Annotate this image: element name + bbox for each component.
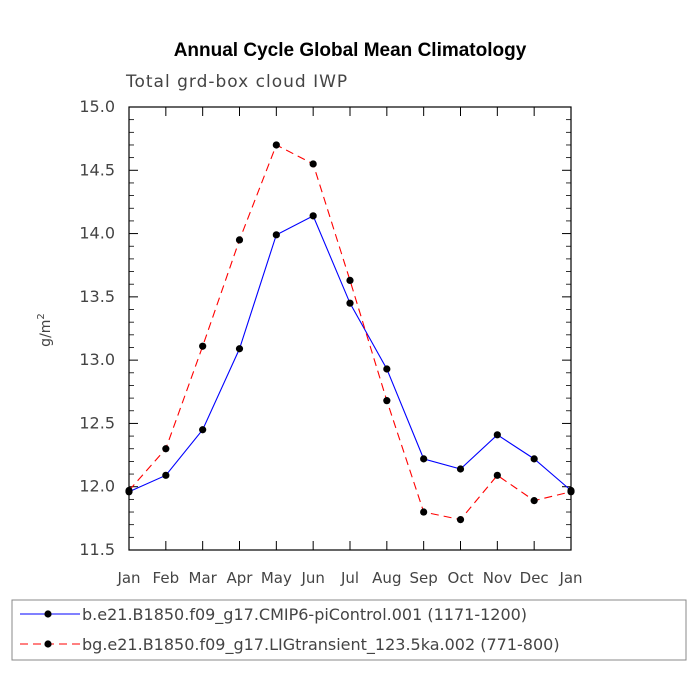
- series-1-point: [420, 455, 428, 463]
- series-2-point: [383, 397, 391, 405]
- legend-label-2: bg.e21.B1850.f09_g17.LIGtransient_123.5k…: [82, 635, 560, 655]
- series-1-point: [456, 465, 465, 473]
- series-2-point: [346, 276, 354, 285]
- x-tick-label: Oct: [448, 569, 474, 587]
- series-1-point: [530, 455, 538, 463]
- legend-frame: [11, 599, 687, 661]
- legend: b.e21.B1850.f09_g17.CMIP6-piControl.001 …: [11, 599, 687, 661]
- plot-axes: Jan Feb Mar Apr May Jun Jul Aug Sep Oct Nov Dec Jan1…: [79, 97, 582, 587]
- series-1-point: [272, 231, 280, 239]
- y-tick-label: 11.5: [79, 540, 115, 559]
- y-axis-label-sup: 2: [36, 313, 47, 319]
- x-tick-label: Jan: [116, 569, 140, 587]
- series-2-point: [309, 160, 317, 168]
- legend-marker-1: [44, 610, 52, 618]
- series-1-point: [199, 426, 207, 434]
- series-2-point: [272, 141, 280, 149]
- x-tick-label: May: [261, 569, 292, 587]
- series-line-1: [128, 215, 572, 493]
- legend-marker-2: [44, 640, 52, 648]
- series-1-point: [309, 212, 317, 220]
- x-tick-label: Jun: [300, 569, 324, 587]
- x-tick-label: Nov: [483, 569, 512, 587]
- series-2-point: [530, 497, 538, 505]
- series-1-point: [162, 471, 170, 479]
- y-tick-label: 14.5: [79, 160, 115, 179]
- y-tick-label: 14.0: [79, 224, 115, 243]
- y-tick-label: 13.0: [79, 350, 115, 369]
- series-2-point: [567, 488, 575, 496]
- series-1-point: [235, 345, 244, 353]
- x-tick-label: Aug: [372, 569, 401, 587]
- y-tick-label: 13.5: [79, 287, 115, 306]
- series-2-point: [199, 342, 207, 350]
- x-tick-label: Dec: [520, 569, 549, 587]
- y-tick-label: 15.0: [79, 97, 115, 116]
- series-1-point: [346, 299, 354, 307]
- y-tick-label: 12.5: [79, 413, 115, 432]
- y-axis-label-base: g/m: [38, 320, 54, 347]
- x-tick-label: Apr: [227, 569, 254, 587]
- series-2-point: [493, 471, 501, 479]
- series-line-2: [128, 144, 572, 521]
- x-tick-label: Jan: [558, 569, 582, 587]
- plot-series: [125, 141, 575, 524]
- series-2-point: [456, 516, 465, 524]
- y-axis-label: g/m2: [36, 313, 54, 347]
- series-1-point: [493, 431, 501, 439]
- series-2-point: [125, 486, 133, 495]
- series-1-point: [383, 365, 391, 373]
- chart-title: Annual Cycle Global Mean Climatology: [174, 40, 527, 61]
- y-tick-label: 12.0: [79, 477, 115, 496]
- series-2-point: [420, 508, 428, 516]
- x-tick-label: Mar: [189, 569, 218, 587]
- plot-frame: [128, 106, 572, 551]
- x-tick-label: Sep: [410, 569, 438, 587]
- x-tick-label: Feb: [153, 569, 180, 587]
- legend-label-1: b.e21.B1850.f09_g17.CMIP6-piControl.001 …: [82, 605, 527, 625]
- chart-subtitle: Total grd-box cloud IWP: [125, 72, 348, 92]
- series-2-point: [162, 445, 170, 453]
- x-tick-label: Jul: [340, 569, 359, 587]
- series-2-point: [235, 236, 244, 244]
